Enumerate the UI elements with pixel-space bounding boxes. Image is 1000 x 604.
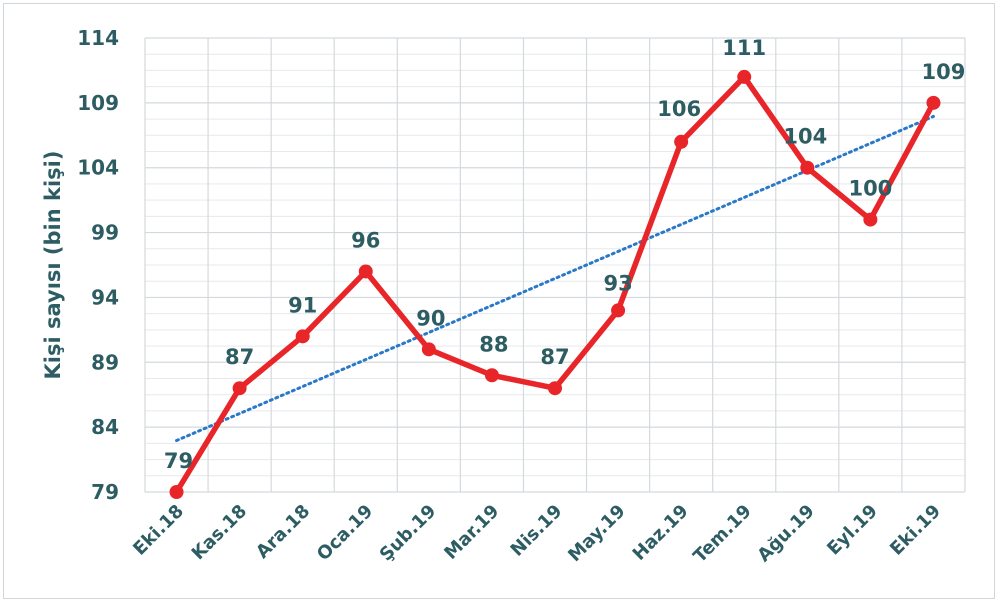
x-tick-label: Kas.18 bbox=[188, 501, 251, 564]
data-label: 79 bbox=[164, 449, 193, 473]
y-tick-label: 94 bbox=[91, 285, 119, 309]
x-tick-label: Oca.19 bbox=[313, 501, 377, 565]
x-tick-label: Eki.19 bbox=[886, 501, 945, 560]
data-label: 109 bbox=[922, 60, 966, 84]
y-axis-ticks: 79 84 89 94 99 104 109 114 bbox=[77, 26, 119, 504]
data-label: 104 bbox=[783, 125, 827, 149]
data-point bbox=[611, 303, 626, 318]
data-point bbox=[863, 212, 878, 227]
x-tick-label: Eki.18 bbox=[129, 501, 188, 560]
x-tick-label: Tem.19 bbox=[689, 501, 755, 567]
data-label: 96 bbox=[351, 228, 380, 252]
x-tick-label: Mar.19 bbox=[440, 501, 503, 564]
y-tick-label: 99 bbox=[91, 221, 119, 245]
data-point bbox=[358, 264, 373, 279]
y-tick-label: 104 bbox=[77, 156, 119, 180]
data-points bbox=[169, 69, 941, 499]
data-labels: 79 87 91 96 90 88 87 93 106 111 104 100 109 bbox=[164, 36, 965, 473]
data-label: 90 bbox=[416, 306, 445, 330]
x-tick-label: Nis.19 bbox=[507, 501, 567, 561]
data-label: 91 bbox=[288, 293, 317, 317]
data-label: 93 bbox=[603, 271, 632, 295]
data-point bbox=[737, 69, 752, 84]
data-point bbox=[295, 329, 310, 344]
data-label: 111 bbox=[722, 36, 766, 60]
x-tick-label: Eyl.19 bbox=[823, 501, 882, 560]
x-tick-label: May.19 bbox=[564, 501, 629, 566]
y-tick-label: 109 bbox=[77, 91, 119, 115]
y-tick-label: 84 bbox=[91, 415, 119, 439]
minor-gridlines bbox=[145, 53, 965, 477]
data-label: 87 bbox=[225, 345, 254, 369]
y-axis-title: Kişi sayısı (bin kişi) bbox=[41, 151, 65, 380]
y-tick-label: 89 bbox=[91, 350, 119, 374]
x-tick-label: Ağu.19 bbox=[753, 501, 818, 566]
x-tick-label: Haz.19 bbox=[629, 501, 693, 565]
data-point bbox=[484, 368, 499, 383]
data-point bbox=[232, 381, 247, 396]
y-tick-label: 114 bbox=[77, 26, 119, 50]
data-label: 88 bbox=[479, 332, 508, 356]
data-label: 87 bbox=[540, 345, 569, 369]
data-label: 100 bbox=[848, 177, 892, 201]
data-point bbox=[169, 485, 184, 499]
data-point bbox=[421, 342, 436, 357]
data-point bbox=[548, 381, 562, 396]
data-label: 106 bbox=[657, 97, 701, 121]
data-point bbox=[800, 160, 815, 175]
x-tick-label: Şub.19 bbox=[376, 501, 441, 566]
y-tick-label: 79 bbox=[91, 480, 119, 504]
data-point bbox=[674, 134, 689, 149]
x-tick-label: Ara.18 bbox=[252, 501, 314, 563]
data-point bbox=[926, 95, 941, 110]
